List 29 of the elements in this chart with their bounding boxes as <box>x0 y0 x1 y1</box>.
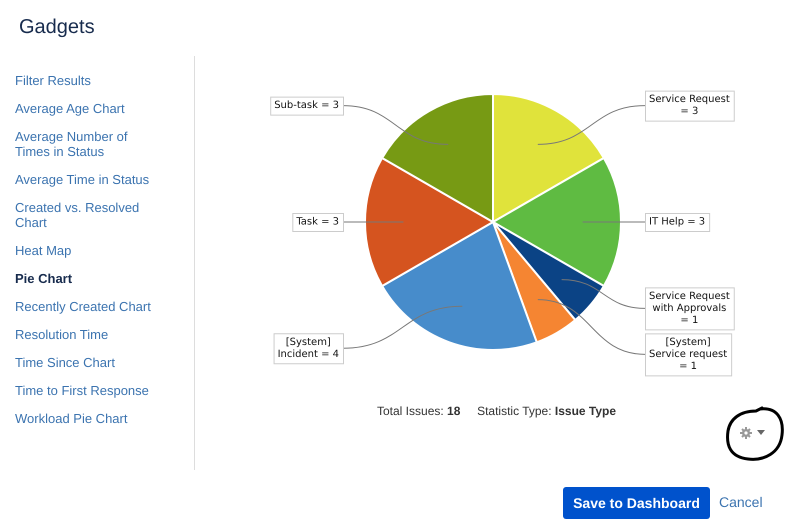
text: Save to Dashboard <box>563 487 710 519</box>
text: Resolution Time <box>15 327 110 342</box>
text: Issue Type <box>554 404 616 418</box>
text: Gadgets <box>19 16 95 39</box>
text: 18 <box>447 404 460 418</box>
text: Total Issues: <box>377 404 444 418</box>
text: Filter Results <box>15 73 92 88</box>
text: Average Number of Times in Status <box>15 129 128 159</box>
text: Statistic Type: <box>477 404 552 418</box>
text: Recently Created Chart <box>15 299 152 314</box>
text: Time to First Response <box>15 383 150 398</box>
text: Time Since Chart <box>15 355 116 370</box>
text: Average Age Chart <box>15 101 126 116</box>
text: Created vs. Resolved Chart <box>15 200 140 230</box>
text: Pie Chart <box>15 271 74 286</box>
data-label: = 3 <box>680 106 698 118</box>
slice-label: Task = 3 <box>295 216 340 228</box>
slice-label: Service Request with Approvals <box>648 290 730 314</box>
text: Average Time in Status <box>15 172 150 187</box>
slice-label: Sub-task = 3 <box>274 100 340 112</box>
data-label: = 1 <box>679 360 698 372</box>
text: Workload Pie Chart <box>15 411 128 426</box>
text: Heat Map <box>15 243 72 258</box>
slice-label: [System] Incident = 4 <box>278 336 339 360</box>
text: Cancel <box>719 494 763 510</box>
data-label: = 1 <box>680 314 698 326</box>
slice-label: [System] Service request <box>648 336 728 360</box>
slice-label: Service Request <box>648 94 730 106</box>
slice-label: IT Help = 3 <box>648 216 706 228</box>
